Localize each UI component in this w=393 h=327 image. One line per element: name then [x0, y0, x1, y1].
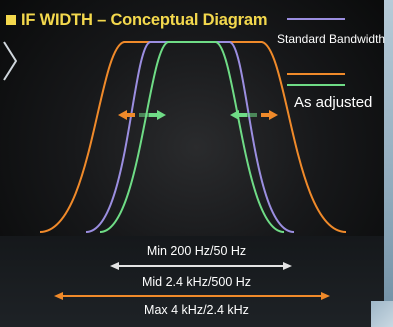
double-arrow-right-icon [230, 110, 278, 120]
title-bullet [6, 15, 16, 25]
passband-curves [39, 41, 347, 233]
range-min-label: Min 200 Hz/50 Hz [146, 244, 247, 258]
legend-standard-line [287, 18, 345, 20]
legend-adjusted-label: As adjusted [294, 94, 373, 111]
standard-curve [85, 41, 295, 233]
title-text: IF WIDTH – Conceptual Diagram [21, 10, 268, 29]
chevron-right-icon[interactable] [0, 36, 20, 86]
adjusted-orange-curve [39, 41, 347, 233]
range-max-label: Max 4 kHz/2.4 kHz [144, 303, 249, 317]
range-panel [0, 236, 393, 327]
legend-adjusted-orange-line [287, 73, 345, 75]
bottom-right-corner [371, 301, 393, 327]
legend-adjusted-green-line [287, 84, 345, 86]
right-frame-edge [384, 0, 393, 327]
range-mid-label: Mid 2.4 kHz/500 Hz [141, 275, 252, 289]
adjusted-green-curve [99, 41, 285, 233]
double-arrow-left-icon [118, 110, 166, 120]
diagram-title: IF WIDTH – Conceptual Diagram [6, 10, 268, 30]
legend-standard-label: Standard Bandwidth [277, 32, 386, 46]
